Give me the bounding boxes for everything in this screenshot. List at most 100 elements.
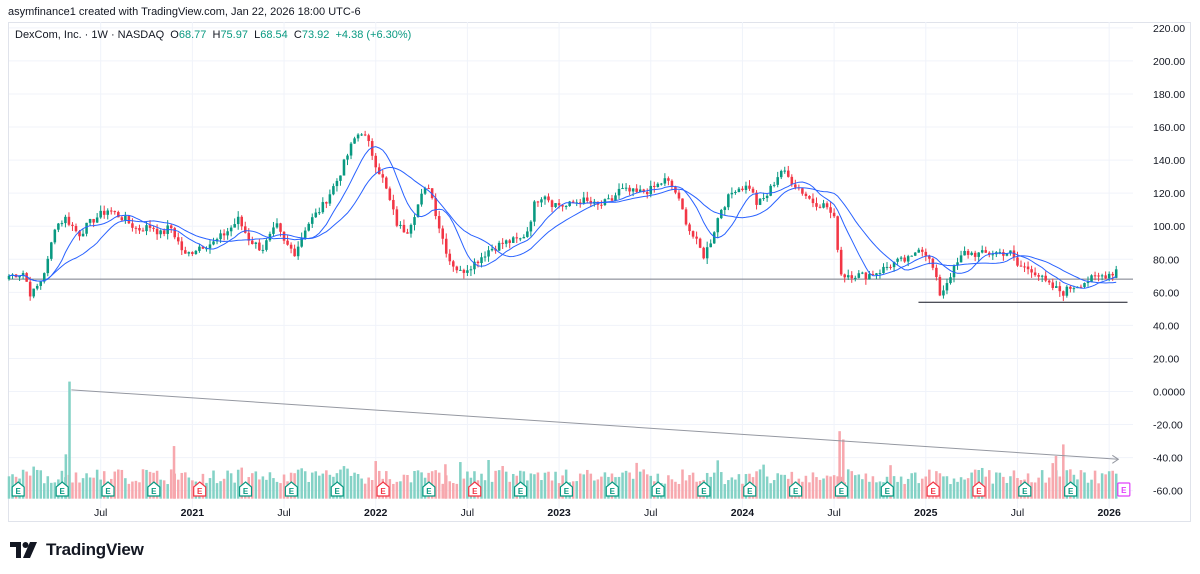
volume-bar [804,475,808,499]
candle-up [917,249,921,253]
volume-bar [272,478,275,499]
candle-down [385,177,388,189]
candle-up [335,180,339,187]
tradingview-brand[interactable]: TradingView [10,540,144,560]
candle-up [1040,275,1044,277]
y-tick-label: 60.00 [1153,287,1179,299]
volume-bar [420,472,423,499]
candle-down [924,251,928,256]
candle-up [522,236,526,239]
volume-bar [511,473,515,499]
candle-up [303,230,307,238]
volume-bar [35,469,39,499]
earnings-label: E [472,487,478,496]
candle-down [695,236,698,239]
y-tick-label: 200.00 [1153,56,1185,68]
volume-bar [222,478,226,499]
volume-bar [113,471,117,499]
volume-bar [638,471,642,499]
volume-bar [832,475,836,499]
candle-down [938,277,942,296]
candle-down [681,198,684,210]
volume-bar [176,479,180,499]
volume-bar [1086,482,1090,499]
candle-down [430,188,434,199]
volume-bar [1009,476,1012,499]
candle-up [942,290,945,296]
candle-up [145,225,148,232]
candle-up [95,217,99,223]
candle-down [818,206,822,208]
earnings-marker: E [101,481,115,497]
candle-up [46,258,50,274]
candle-down [113,211,117,213]
volume-bar [321,473,325,499]
volume-bar [42,483,46,499]
candle-down [191,252,194,255]
candle-down [184,250,187,254]
volume-bar [787,478,790,499]
legend-high-label: H [212,29,221,41]
candle-up [50,242,53,259]
volume-bar [892,476,896,499]
candle-up [236,216,240,225]
candle-up [483,256,487,258]
candle-up [64,216,67,224]
candle-down [843,274,846,278]
candle-down [169,225,173,229]
candle-up [656,183,660,187]
earnings-label: E [1022,487,1028,496]
candle-down [152,227,155,229]
earnings-label: E [655,487,661,496]
volume-bar [166,484,169,499]
volume-bar [854,475,857,499]
earnings-beat-badge [55,481,69,497]
earnings-label: E [105,487,111,496]
volume-bar [356,474,360,499]
volume-spike [1054,455,1058,499]
volume-bar [441,483,444,499]
volume-bar [370,479,374,499]
candle-up [480,257,483,264]
volume-bar [310,472,314,499]
candle-up [356,134,360,139]
candle-down [586,197,589,201]
candle-up [723,207,727,210]
earnings-miss-badge [468,481,482,497]
candle-down [984,250,988,253]
candle-up [413,217,416,225]
candle-down [836,216,839,250]
candle-up [35,285,39,289]
ma-long-line [8,166,1117,284]
candle-down [173,228,176,238]
volume-bar [621,472,624,499]
candle-up [53,229,57,243]
volume-bar [328,474,332,499]
candle-down [201,246,205,249]
candle-down [755,192,758,205]
earnings-label: E [289,487,295,496]
volume-bar [896,481,899,499]
earnings-beat-badge [789,481,803,497]
candle-down [864,272,868,280]
earnings-marker: E [559,481,574,497]
earnings-label: E [60,487,66,496]
candle-up [991,254,995,256]
candle-down [1069,286,1072,289]
volume-bar [991,483,995,499]
candle-down [427,188,430,190]
candle-up [1072,288,1076,290]
candle-up [533,201,536,222]
candle-down [388,188,392,200]
volume-bar [691,472,695,499]
volume-bar [138,482,141,499]
legend-open-label: O [170,29,179,41]
volume-bar [50,482,53,499]
volume-bar [871,476,875,499]
volume-bar [730,477,734,499]
candle-up [423,188,427,194]
volume-bar [437,472,441,499]
volume-bar [346,468,349,499]
volume-bar [550,480,554,499]
